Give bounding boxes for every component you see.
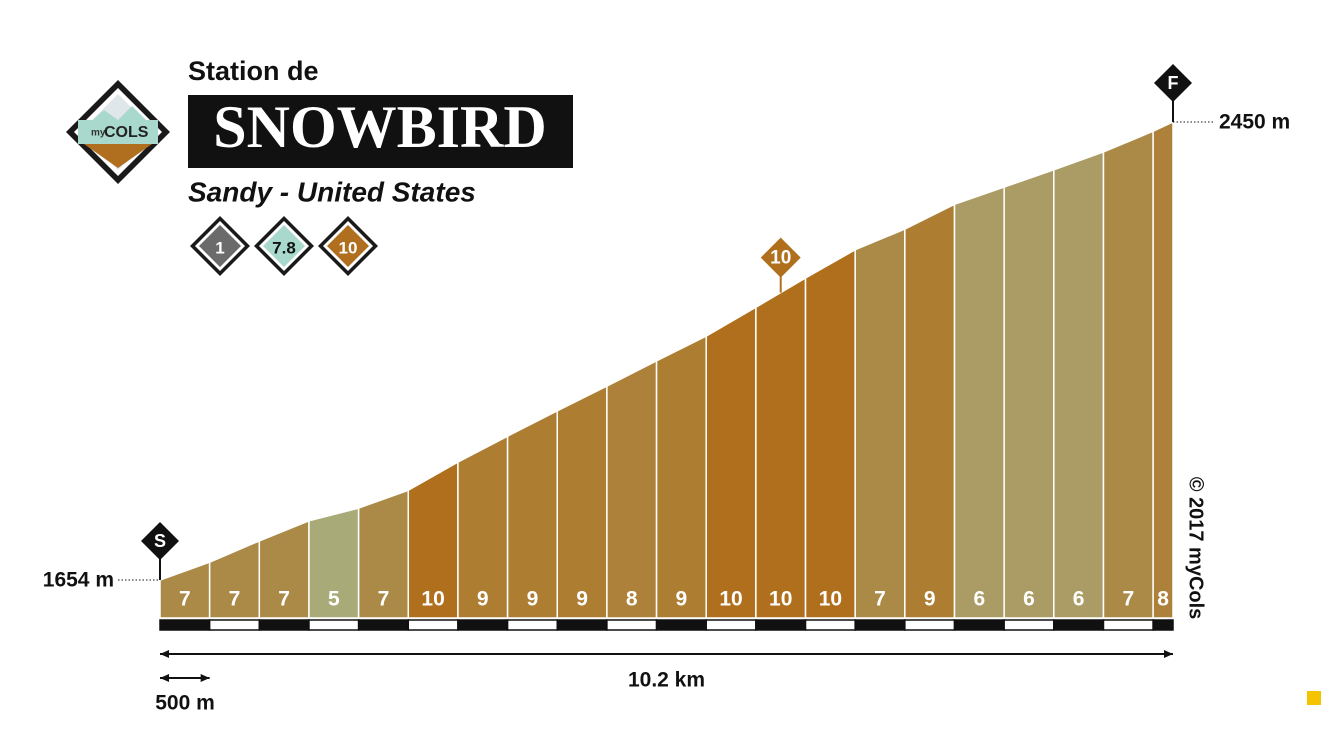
logo-small: my xyxy=(91,128,106,139)
gradient-label: 8 xyxy=(1157,588,1169,611)
distance-stripe xyxy=(904,619,956,631)
profile-segment xyxy=(1152,120,1174,619)
gradient-label: 9 xyxy=(676,588,688,611)
badge-fill xyxy=(199,225,241,267)
distance-stripe xyxy=(308,619,360,631)
profile-segment xyxy=(904,203,956,619)
gradient-label: 7 xyxy=(229,588,241,611)
badge-label: 10 xyxy=(339,238,358,257)
gradient-label: 6 xyxy=(1073,588,1085,611)
profile-segment xyxy=(556,384,608,619)
max-marker xyxy=(760,237,801,278)
gradient-label: 10 xyxy=(421,588,444,611)
elevation-label: 1654 m xyxy=(43,569,114,592)
distance-stripe xyxy=(1102,619,1154,631)
max-marker-label: 10 xyxy=(770,248,791,269)
profile-segment xyxy=(953,185,1005,619)
scale-label: 500 m xyxy=(155,692,215,715)
badge-fill xyxy=(263,225,305,267)
scale-arrow-head xyxy=(160,674,169,682)
distance-arrow-head xyxy=(160,650,169,658)
gradient-label: 9 xyxy=(527,588,539,611)
gradient-label: 10 xyxy=(719,588,742,611)
finish-marker-label: F xyxy=(1168,73,1179,93)
profile-segment xyxy=(1003,168,1055,619)
profile-segment xyxy=(1102,130,1154,619)
gradient-label: 7 xyxy=(179,588,191,611)
distance-label: 10.2 km xyxy=(628,669,705,692)
badge-fill xyxy=(327,225,369,267)
distance-arrow-head xyxy=(1164,650,1173,658)
gradient-label: 7 xyxy=(1122,588,1134,611)
gradient-label: 9 xyxy=(924,588,936,611)
elevation-label: 2450 m xyxy=(1219,111,1290,134)
gradient-label: 8 xyxy=(626,588,638,611)
distance-stripe xyxy=(208,619,261,631)
finish-marker xyxy=(1154,64,1192,102)
profile-segment xyxy=(606,359,658,619)
title-box xyxy=(188,95,573,168)
gradient-label: 9 xyxy=(576,588,588,611)
distance-stripe xyxy=(357,619,410,631)
corner-square xyxy=(1307,691,1321,705)
distance-stripe xyxy=(556,619,608,631)
gradient-label: 6 xyxy=(1023,588,1035,611)
profile-segment xyxy=(655,334,707,619)
logo-main: COLS xyxy=(104,124,149,141)
profile-segment xyxy=(854,227,906,619)
gradient-label: 9 xyxy=(477,588,489,611)
distance-stripe xyxy=(1003,619,1055,631)
gradient-label: 7 xyxy=(278,588,290,611)
copyright: © 2017 myCols xyxy=(1185,477,1207,620)
gradient-label: 10 xyxy=(819,588,842,611)
gradient-label: 7 xyxy=(378,588,390,611)
distance-stripe xyxy=(258,619,310,631)
gradient-label: 5 xyxy=(328,588,340,611)
start-marker-label: S xyxy=(154,531,166,551)
profile-segment xyxy=(705,305,757,619)
profile-segment xyxy=(804,248,856,619)
gradient-label: 7 xyxy=(874,588,886,611)
title: SNOWBIRD xyxy=(213,94,546,160)
distance-stripe xyxy=(804,619,856,631)
badge-label: 1 xyxy=(215,238,224,257)
gradient-label: 10 xyxy=(769,588,792,611)
distance-stripe xyxy=(506,619,559,631)
scale-arrow-head xyxy=(200,674,210,682)
distance-stripe xyxy=(854,619,906,631)
start-marker xyxy=(141,522,179,561)
distance-stripe xyxy=(705,619,757,631)
profile-segment xyxy=(755,276,807,619)
logo: my COLS xyxy=(66,80,170,184)
distance-stripe xyxy=(606,619,658,631)
distance-stripe xyxy=(159,619,211,631)
gradient-label: 6 xyxy=(973,588,985,611)
distance-stripe xyxy=(1053,619,1105,631)
profile-segment xyxy=(1053,150,1105,619)
distance-stripe xyxy=(457,619,509,631)
distance-stripe xyxy=(953,619,1005,631)
distance-stripe xyxy=(655,619,707,631)
distance-stripe xyxy=(1152,619,1174,631)
location: Sandy - United States xyxy=(188,176,476,207)
distance-stripe xyxy=(407,619,459,631)
badge-label: 7.8 xyxy=(272,238,296,257)
subtitle: Station de xyxy=(188,56,319,86)
distance-stripe xyxy=(755,619,807,631)
